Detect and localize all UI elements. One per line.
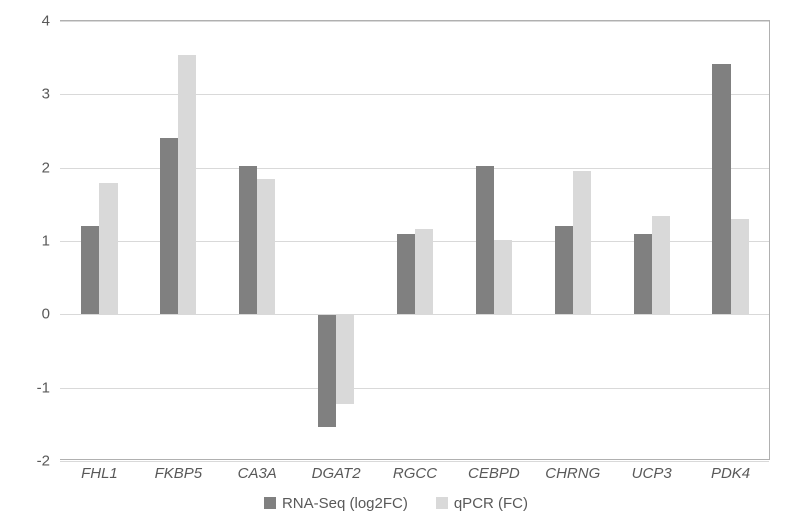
x-category-label: CA3A	[238, 465, 277, 482]
plot-area: -2-101234FHL1FKBP5CA3ADGAT2RGCCCEBPDCHRN…	[60, 20, 770, 460]
legend-label: RNA-Seq (log2FC)	[282, 495, 408, 512]
chart-container: -2 -1 0 1 2 3 4 FHL1 FKBP5 CA3A DGAT2 RGCC CEBPD CHRN…	[0, 0, 792, 519]
legend-item-qpcr: qPCR (FC)	[436, 495, 528, 512]
legend-label: qPCR (FC)	[454, 495, 528, 512]
bar-qpcr	[178, 55, 196, 315]
x-category-label: CEBPD	[468, 465, 520, 482]
y-tick-label: 2	[10, 159, 50, 176]
bar-rnaseq	[81, 226, 99, 315]
zero-axis-line	[60, 314, 769, 315]
bar-qpcr	[573, 171, 591, 315]
y-tick-label: 3	[10, 86, 50, 103]
bar-rnaseq	[397, 234, 415, 314]
y-tick-label: -2	[10, 453, 50, 470]
y-tick-label: 0	[10, 306, 50, 323]
x-category-label: CHRNG	[545, 465, 600, 482]
gridline	[60, 388, 769, 389]
x-category-label: UCP3	[632, 465, 672, 482]
bar-qpcr	[731, 219, 749, 314]
gridline	[60, 461, 769, 462]
bar-rnaseq	[712, 64, 730, 315]
x-category-label: FKBP5	[155, 465, 203, 482]
bar-qpcr	[99, 183, 117, 314]
legend: RNA-Seq (log2FC) qPCR (FC)	[0, 495, 792, 514]
y-tick-label: 4	[10, 13, 50, 30]
bar-rnaseq	[476, 166, 494, 314]
legend-item-rnaseq: RNA-Seq (log2FC)	[264, 495, 408, 512]
x-category-label: DGAT2	[312, 465, 361, 482]
legend-swatch-icon	[436, 497, 448, 509]
bar-qpcr	[652, 216, 670, 314]
x-category-label: RGCC	[393, 465, 437, 482]
legend-swatch-icon	[264, 497, 276, 509]
y-tick-label: -1	[10, 379, 50, 396]
x-category-label: FHL1	[81, 465, 118, 482]
x-category-label: PDK4	[711, 465, 750, 482]
bar-rnaseq	[634, 234, 652, 314]
bar-rnaseq	[239, 166, 257, 314]
bar-qpcr	[415, 229, 433, 315]
bar-qpcr	[336, 314, 354, 403]
bar-rnaseq	[555, 226, 573, 315]
y-tick-label: 1	[10, 233, 50, 250]
gridline	[60, 94, 769, 95]
bar-qpcr	[257, 179, 275, 315]
bar-rnaseq	[160, 138, 178, 315]
bar-qpcr	[494, 240, 512, 315]
bar-rnaseq	[318, 314, 336, 426]
gridline	[60, 21, 769, 22]
